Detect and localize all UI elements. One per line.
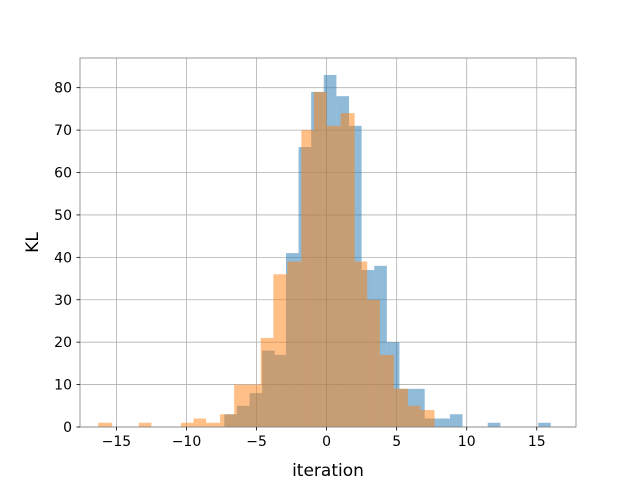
histogram-bar-series-2 [407, 405, 421, 427]
y-axis-label: KL [23, 232, 43, 253]
x-tick-label: 0 [322, 434, 331, 450]
x-tick-label: −10 [172, 434, 202, 450]
histogram-bar-series-2 [393, 388, 408, 427]
histogram-bar-series-2 [326, 125, 341, 428]
y-tick-label: 20 [54, 335, 72, 351]
y-tick-label: 50 [54, 208, 72, 224]
histogram-bar-series-2 [248, 384, 261, 427]
x-tick-label: 15 [528, 434, 546, 450]
x-tick-label: 5 [392, 434, 401, 450]
bars-layer [98, 74, 551, 428]
y-tick-label: 60 [54, 166, 72, 182]
histogram-bar-series-2 [420, 410, 435, 427]
histogram-bar-series-2 [354, 261, 368, 427]
plot-area [79, 57, 577, 428]
histogram-bar-series-2 [234, 384, 249, 427]
histogram-bar-series-2 [193, 418, 207, 427]
plot-frame [79, 57, 577, 428]
histogram-bar-series-2 [220, 414, 235, 427]
histogram-bar-series-2 [206, 422, 221, 427]
y-tick-label: 0 [63, 420, 72, 436]
x-tick-label: 10 [458, 434, 476, 450]
histogram-bar-series-2 [180, 422, 194, 427]
ticks-layer: −15 −10 −5 0 5 10 15 0 10 20 30 40 50 60 70 80 [54, 81, 546, 450]
y-tick-label: 80 [54, 81, 72, 97]
histogram-bar-series-1 [487, 422, 501, 427]
y-tick-label: 30 [54, 293, 72, 309]
histogram-bar-series-1 [437, 418, 450, 427]
y-tick-label: 40 [54, 250, 72, 266]
histogram-bar-series-2 [260, 337, 274, 427]
histogram-bar-series-2 [301, 130, 314, 427]
histogram-bar-series-1 [538, 422, 551, 427]
histogram-bar-series-2 [313, 91, 327, 428]
y-tick-label: 70 [54, 123, 72, 139]
histogram-bar-series-2 [367, 299, 380, 427]
histogram-bar-series-2 [340, 113, 355, 427]
histogram-bar-series-2 [287, 261, 302, 427]
x-axis-label: iteration [292, 461, 364, 480]
y-tick-label: 10 [54, 378, 72, 394]
x-tick-label: −15 [102, 434, 132, 450]
histogram-bar-series-2 [138, 422, 152, 427]
histogram-bar-series-2 [98, 422, 113, 427]
x-tick-label: −5 [246, 434, 267, 450]
histogram-bar-series-1 [449, 414, 463, 427]
histogram-bar-series-2 [273, 274, 288, 427]
histogram-bar-series-2 [379, 354, 394, 427]
